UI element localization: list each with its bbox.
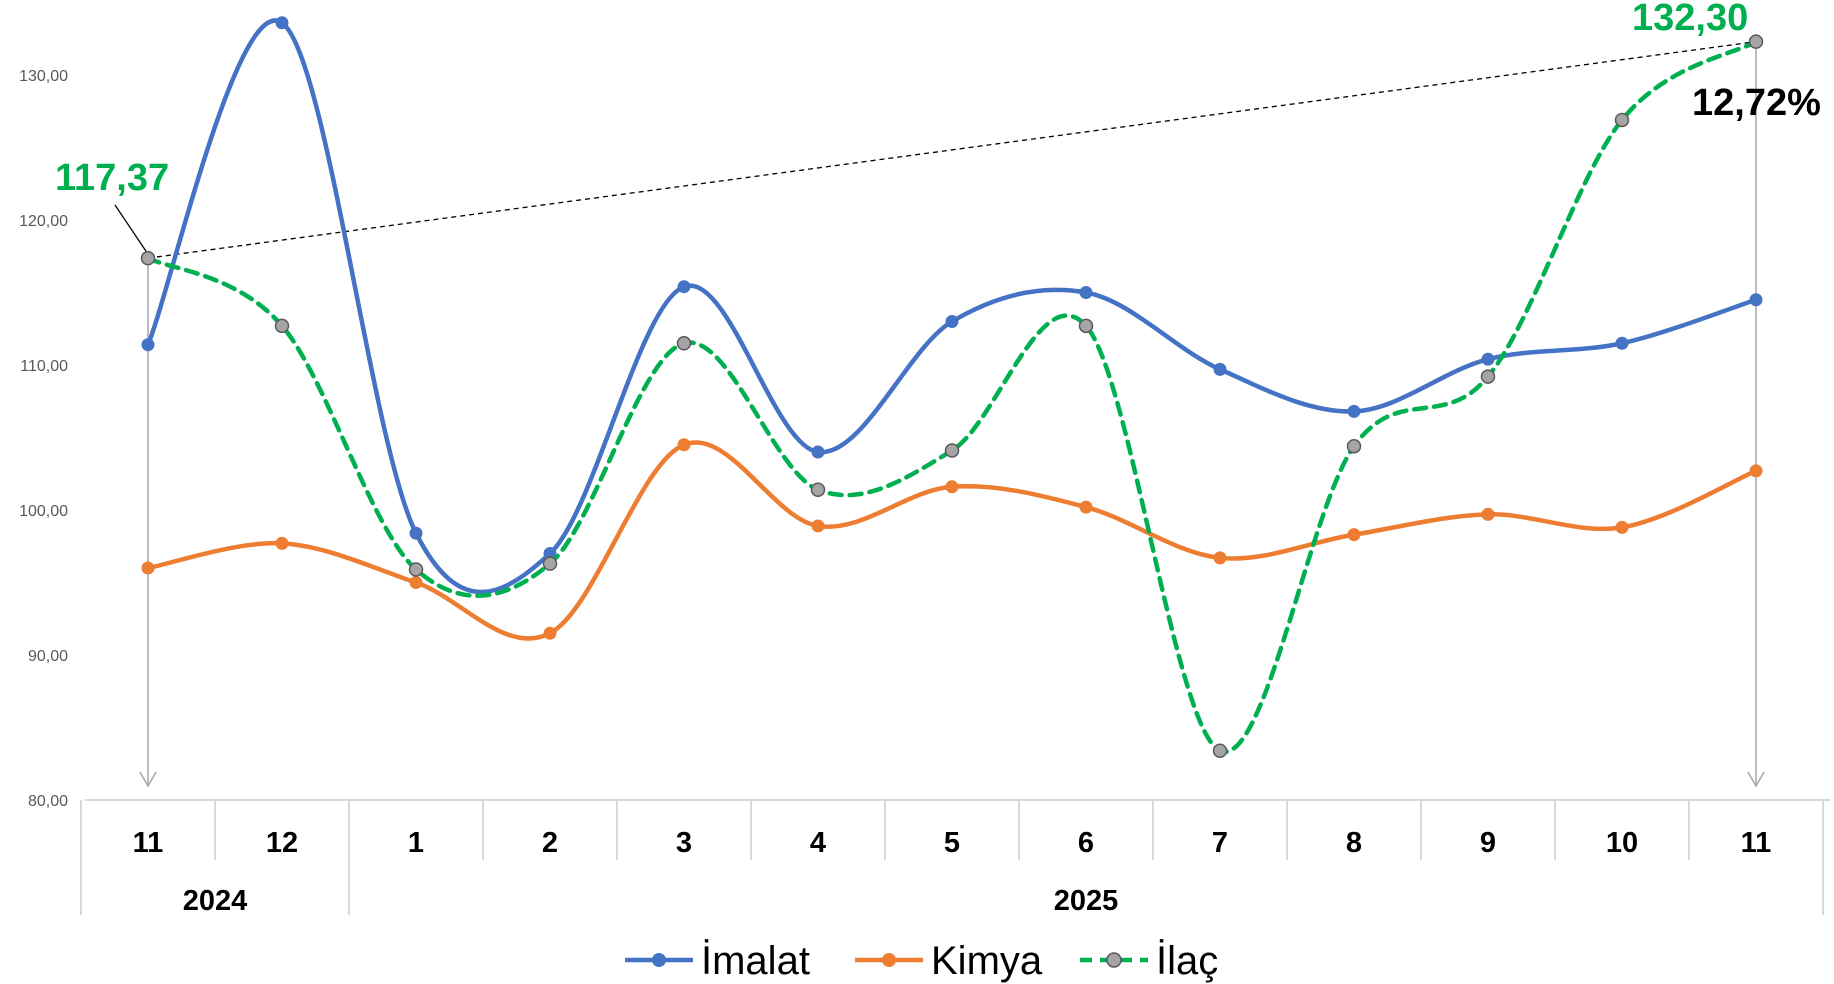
data-point-0 — [1749, 293, 1763, 307]
legend-label: İmalat — [701, 938, 810, 983]
series-line-0 — [145, 18, 1759, 595]
data-point-2 — [676, 336, 692, 351]
start-label-leader — [114, 204, 149, 255]
legend: İmalat Kimya İlaç — [625, 938, 1218, 983]
y-tick-label: 120,00 — [19, 213, 68, 230]
y-tick-label: 110,00 — [20, 358, 68, 375]
drop-arrow-head — [1747, 771, 1765, 788]
year-group-label: 2024 — [183, 885, 248, 917]
x-tick-label: 2 — [542, 827, 558, 859]
data-point-1 — [1347, 528, 1361, 542]
data-point-0 — [1615, 336, 1629, 350]
data-point-1 — [275, 536, 289, 550]
end-value-label: 132,30 — [1632, 0, 1748, 39]
annotations: 117,37 132,30 12,72% — [55, 0, 1821, 199]
y-tick-label: 80,00 — [28, 793, 68, 810]
x-tick-label: 11 — [1741, 827, 1772, 859]
trend-line — [147, 41, 1757, 259]
data-point-0 — [677, 280, 691, 294]
data-point-1 — [1079, 500, 1093, 514]
x-tick-label: 8 — [1346, 827, 1362, 859]
y-tick-label: 130,00 — [19, 68, 68, 85]
data-point-1 — [1615, 520, 1629, 534]
y-tick-label: 100,00 — [19, 503, 68, 520]
data-point-2 — [810, 482, 826, 497]
data-point-2 — [274, 318, 290, 334]
x-tick-label: 5 — [944, 827, 960, 859]
series-line-1 — [145, 440, 1759, 641]
change-percent-label: 12,72% — [1692, 82, 1821, 124]
data-point-2 — [1212, 743, 1228, 758]
data-point-2 — [944, 443, 960, 458]
data-point-1 — [1213, 551, 1227, 565]
data-point-2 — [140, 250, 156, 266]
data-point-1 — [409, 576, 423, 589]
data-point-2 — [1748, 34, 1764, 49]
start-value-label: 117,37 — [55, 157, 169, 199]
data-point-0 — [1347, 404, 1361, 418]
data-point-1 — [945, 480, 959, 494]
x-tick-label: 10 — [1606, 827, 1638, 859]
x-tick-label: 4 — [810, 827, 826, 859]
x-tick-label: 6 — [1078, 827, 1094, 859]
legend-marker — [1106, 952, 1122, 968]
series-line-2 — [145, 39, 1759, 754]
data-point-2 — [1614, 112, 1630, 128]
data-point-0 — [141, 338, 155, 352]
data-point-0 — [811, 445, 825, 459]
data-point-1 — [1749, 464, 1763, 478]
drop-arrow-head — [139, 771, 157, 788]
data-point-0 — [1079, 286, 1093, 299]
x-tick-label: 11 — [133, 827, 164, 859]
y-axis: 80,00 90,00 100,00 110,00 120,00 130,00 — [19, 68, 68, 810]
data-point-0 — [1213, 362, 1227, 376]
data-point-0 — [945, 315, 959, 328]
legend-marker — [882, 953, 896, 967]
x-tick-label: 1 — [408, 827, 424, 859]
data-point-2 — [408, 562, 424, 577]
x-tick-label: 3 — [676, 827, 692, 859]
data-point-0 — [409, 526, 423, 540]
data-point-2 — [1346, 438, 1362, 454]
data-point-2 — [1078, 318, 1094, 334]
x-tick-label: 9 — [1480, 827, 1496, 859]
data-point-2 — [542, 556, 558, 571]
data-point-1 — [141, 561, 155, 575]
data-point-0 — [543, 547, 557, 560]
legend-marker — [652, 953, 666, 967]
series-layer — [140, 16, 1764, 758]
data-point-0 — [1481, 352, 1495, 366]
data-point-1 — [1481, 507, 1495, 521]
y-tick-label: 90,00 — [28, 648, 68, 665]
year-group-label: 2025 — [1054, 885, 1119, 917]
data-point-2 — [1480, 369, 1496, 384]
data-point-1 — [811, 519, 825, 533]
legend-label: Kimya — [931, 939, 1043, 983]
data-point-0 — [275, 16, 289, 30]
data-point-1 — [677, 438, 691, 452]
x-tick-label: 7 — [1212, 827, 1228, 859]
x-tick-label: 12 — [266, 827, 298, 859]
legend-label: İlaç — [1156, 938, 1218, 983]
guide-lines — [114, 41, 1765, 788]
data-point-1 — [543, 626, 557, 640]
